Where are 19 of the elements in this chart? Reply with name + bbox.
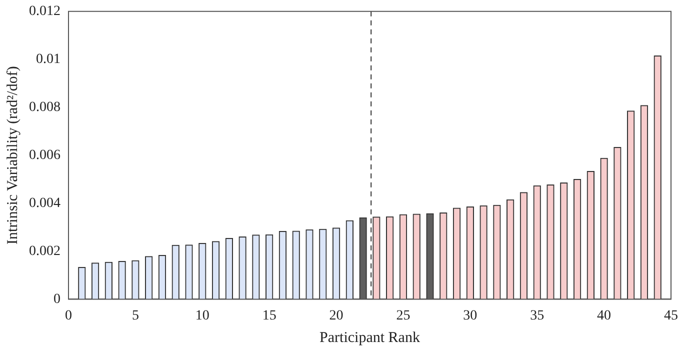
x-tick-label: 30 <box>463 308 478 324</box>
x-tick-label: 15 <box>262 308 276 324</box>
x-tick-label: 25 <box>396 308 410 324</box>
y-tick-label: 0.012 <box>29 4 60 20</box>
x-tick-label: 20 <box>329 308 344 324</box>
x-tick-label: 40 <box>597 308 612 324</box>
y-tick-label: 0.002 <box>29 244 60 259</box>
x-tick-label: 5 <box>132 308 139 324</box>
x-axis-title: Participant Rank <box>320 330 420 346</box>
y-tick-label: 0.008 <box>29 100 60 116</box>
x-tick-label: 35 <box>530 308 544 324</box>
y-axis-title: Intrinsic Variability (rad²/dof) <box>4 66 21 244</box>
y-tick-label: 0 <box>54 292 60 307</box>
x-tick-label: 0 <box>65 308 72 324</box>
x-tick-label: 10 <box>195 308 210 324</box>
x-tick-label: 45 <box>664 308 678 324</box>
y-tick-label: 0.01 <box>36 52 60 68</box>
y-tick-label: 0.006 <box>29 148 60 163</box>
y-tick-label: 0.004 <box>29 196 60 211</box>
